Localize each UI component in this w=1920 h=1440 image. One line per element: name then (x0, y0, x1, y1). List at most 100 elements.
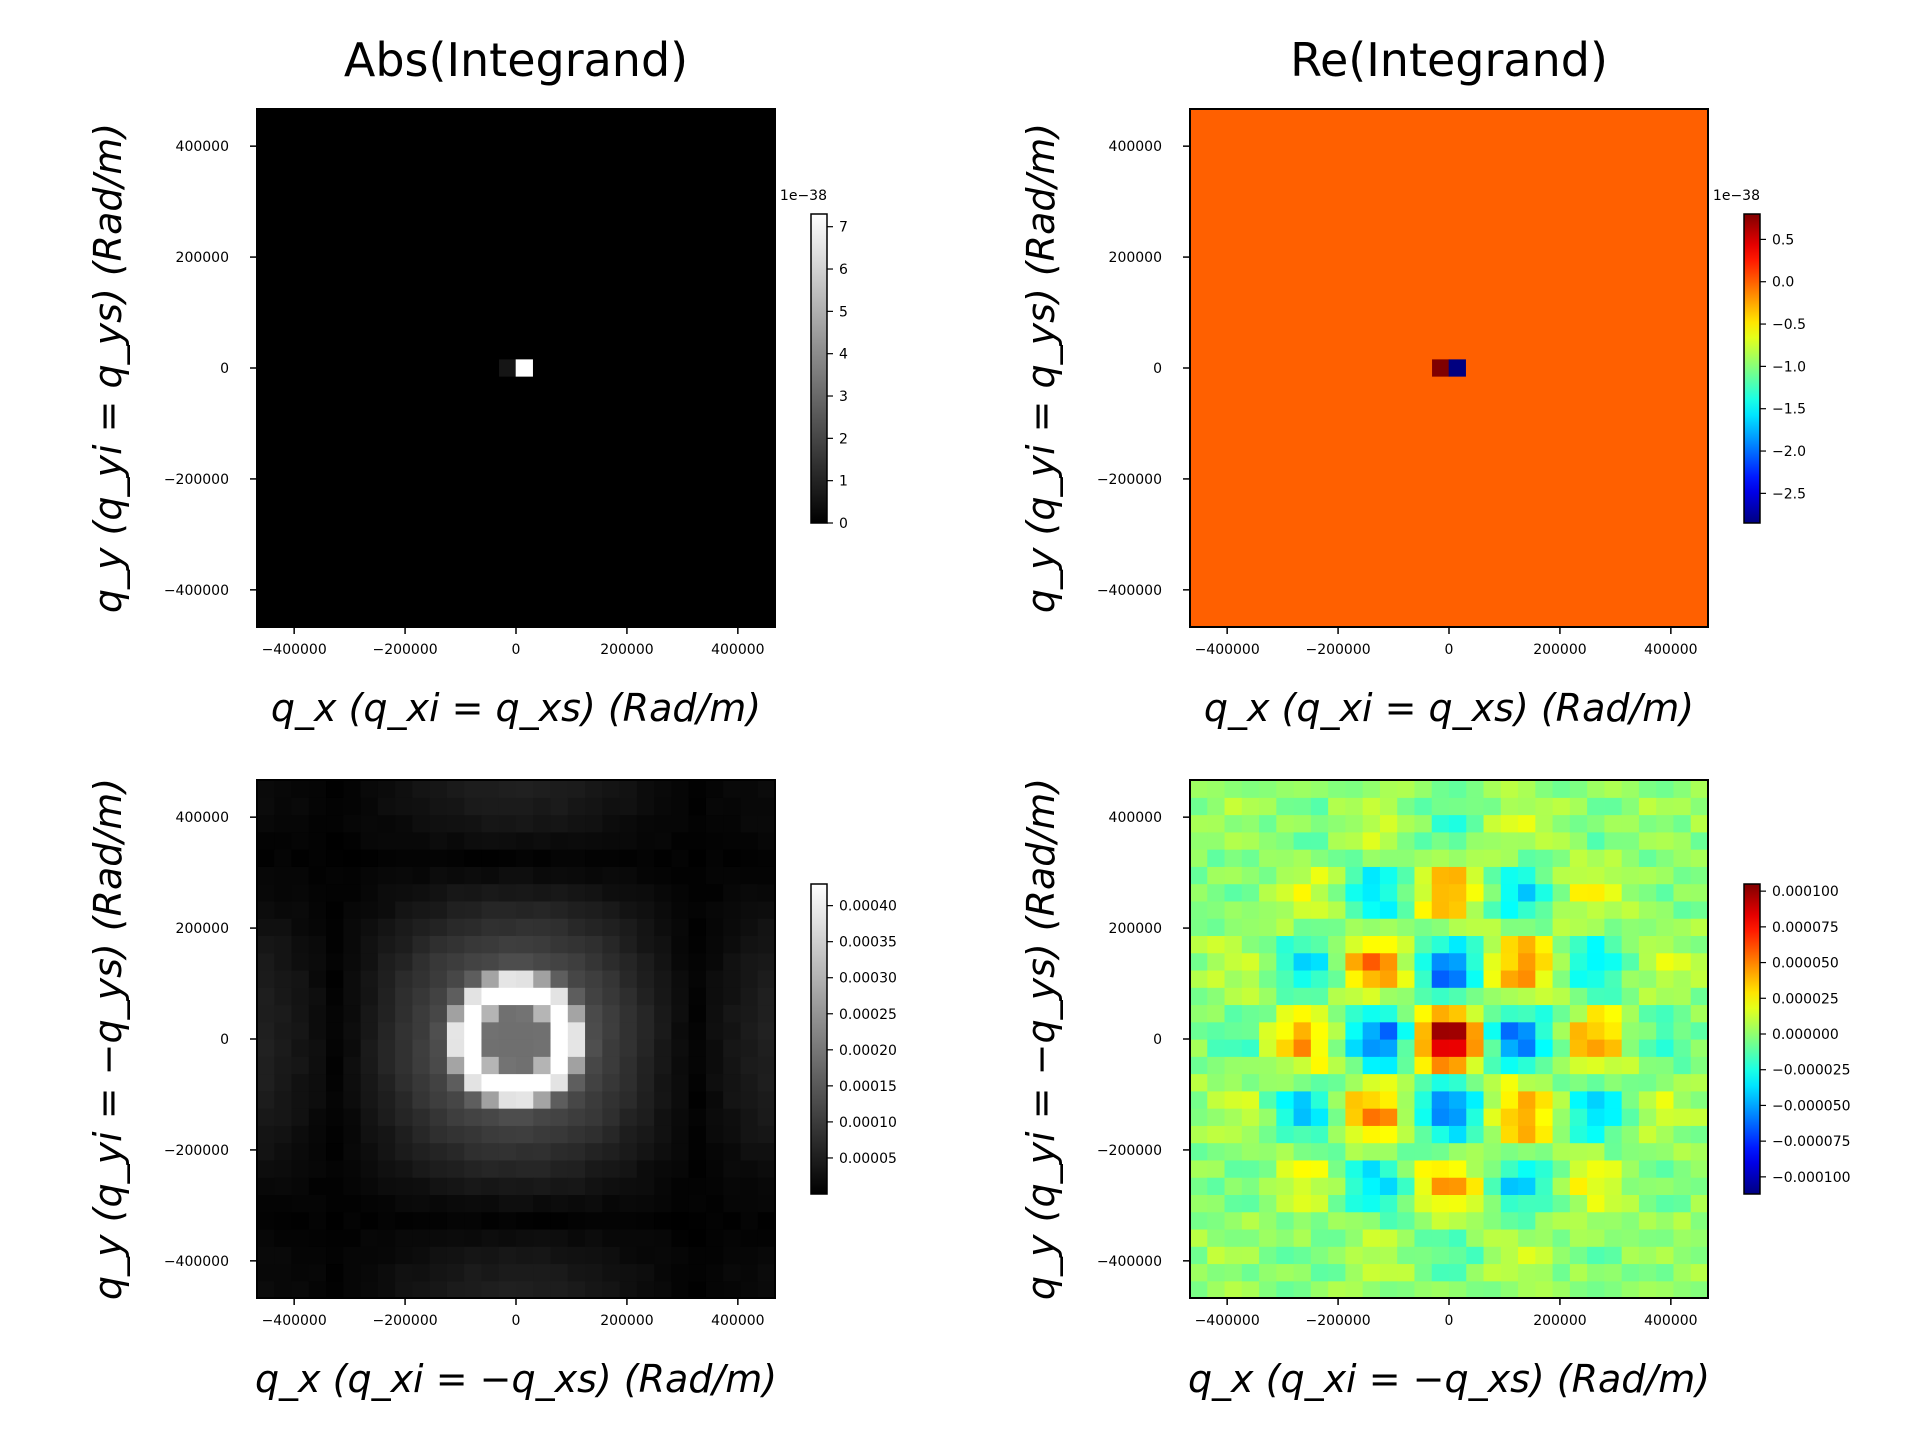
heatmap-cell (1362, 1108, 1381, 1126)
heatmap-cell (274, 814, 293, 833)
heatmap-cell (1518, 935, 1536, 954)
heatmap-cell (1345, 1263, 1364, 1282)
heatmap-cell (654, 952, 672, 971)
heatmap-cell (1535, 1228, 1554, 1247)
chart-title: Re(Integrand) (1290, 33, 1608, 87)
heatmap-cell (1310, 918, 1329, 936)
heatmap-cell (1466, 1194, 1485, 1213)
heatmap-cell (1276, 952, 1295, 971)
heatmap-cell (1621, 849, 1640, 867)
heatmap-cell (1259, 1263, 1277, 1282)
heatmap-cell (360, 935, 379, 954)
heatmap-cell (1310, 1142, 1329, 1161)
heatmap-cell (567, 1125, 586, 1144)
heatmap-cell (1397, 1142, 1416, 1161)
heatmap-cell (343, 1177, 362, 1195)
heatmap-cell (1673, 952, 1692, 971)
heatmap-cell (377, 1228, 396, 1247)
heatmap-cell (688, 952, 707, 971)
heatmap-cell (1293, 814, 1312, 833)
heatmap-cell (343, 1228, 362, 1247)
heatmap-cell (636, 1021, 655, 1040)
heatmap-cell (533, 831, 552, 850)
heatmap-cell (1431, 969, 1450, 988)
heatmap-cell (1552, 1142, 1571, 1161)
heatmap-cell (567, 1194, 586, 1213)
heatmap-cell (1587, 1039, 1605, 1057)
heatmap-cell (1569, 831, 1588, 850)
heatmap-cell (1466, 849, 1485, 867)
heatmap-cell (619, 1142, 638, 1161)
heatmap-cell (740, 1073, 759, 1092)
heatmap-cell (533, 814, 552, 833)
heatmap-cell (1362, 814, 1381, 833)
heatmap-cell (429, 1177, 448, 1195)
heatmap-cell (533, 952, 552, 971)
heatmap-cell (395, 1004, 413, 1023)
heatmap-cell (429, 1056, 448, 1075)
heatmap-cell (1379, 797, 1398, 816)
heatmap-cell (1621, 1039, 1640, 1057)
heatmap-cell (723, 900, 742, 919)
heatmap-cell (1345, 814, 1364, 833)
heatmap-cell (757, 849, 776, 867)
heatmap-cell (446, 969, 465, 988)
heatmap-cell (654, 780, 672, 798)
heatmap-cell (671, 1021, 690, 1040)
heatmap-cell (1638, 849, 1657, 867)
heatmap-cell (1673, 1108, 1692, 1126)
heatmap-cell (1587, 1159, 1605, 1178)
heatmap-cell (274, 1090, 293, 1109)
heatmap-cell (343, 918, 362, 936)
heatmap-cell (1500, 1211, 1519, 1230)
heatmap-cell (619, 1090, 638, 1109)
heatmap-cell (1224, 1004, 1243, 1023)
heatmap-cell (412, 1246, 431, 1265)
heatmap-cell (1587, 797, 1605, 816)
heatmap-cell (516, 831, 534, 850)
heatmap-cell (429, 1211, 448, 1230)
heatmap-cell (1207, 1142, 1226, 1161)
heatmap-cell (1621, 866, 1640, 885)
heatmap-cell (1362, 1021, 1381, 1040)
heatmap-cell (308, 935, 327, 954)
chart-panel-2: −400000 −200000 0 200000 400000−400000−20000… (1019, 33, 1806, 730)
heatmap-cell (654, 883, 672, 902)
heatmap-cell (1431, 1142, 1450, 1161)
heatmap-cell (1190, 969, 1208, 988)
heatmap-cell (1500, 780, 1519, 798)
heatmap-cell (688, 1090, 707, 1109)
heatmap-cell (1638, 814, 1657, 833)
heatmap-cell (1552, 1159, 1571, 1178)
heatmap-cell (1466, 1090, 1485, 1109)
heatmap-cell (1500, 1039, 1519, 1057)
heatmap-cell (619, 900, 638, 919)
heatmap-cell (1518, 1263, 1536, 1282)
heatmap-cell (740, 1125, 759, 1144)
heatmap-cell (326, 969, 344, 988)
heatmap-cell (1397, 1228, 1416, 1247)
heatmap-cell (1397, 866, 1416, 885)
y-tick-label: −400000 (164, 583, 229, 599)
heatmap-cell (585, 1108, 603, 1126)
heatmap-cell (1259, 1194, 1277, 1213)
heatmap-cell (498, 1090, 517, 1109)
heatmap-cell (1518, 1211, 1536, 1230)
heatmap-cell (1414, 1125, 1433, 1144)
heatmap-cell (1638, 1263, 1657, 1282)
heatmap-cell (1259, 797, 1277, 816)
heatmap-cell (533, 1159, 552, 1178)
heatmap-cell (1431, 1280, 1450, 1299)
heatmap-cell (343, 1159, 362, 1178)
heatmap-cell (326, 1159, 344, 1178)
heatmap-cell (1190, 780, 1208, 798)
heatmap-cell (1673, 849, 1692, 867)
heatmap-cell (602, 1159, 621, 1178)
heatmap-cell (377, 987, 396, 1006)
heatmap-cell (1656, 1228, 1675, 1247)
heatmap-cell (1673, 1280, 1692, 1299)
heatmap-cell (429, 1108, 448, 1126)
heatmap-cell (550, 1142, 569, 1161)
heatmap-cell (602, 1246, 621, 1265)
heatmap-cell (257, 952, 275, 971)
